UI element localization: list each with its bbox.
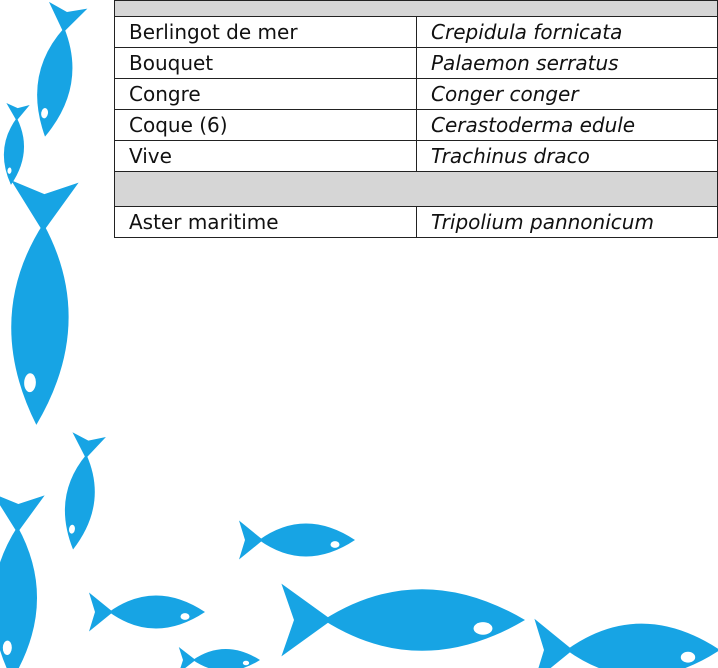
- fish: [239, 520, 355, 560]
- common-name: Coque (6): [114, 109, 417, 141]
- table-row: Congre Conger conger: [114, 78, 718, 110]
- fish: [281, 583, 525, 657]
- common-name: Aster maritime: [114, 206, 417, 238]
- fish: [89, 592, 205, 632]
- common-name: Bouquet: [114, 47, 417, 79]
- scientific-name: Tripolium pannonicum: [416, 206, 718, 238]
- fish: [2, 180, 79, 427]
- table-row: Coque (6) Cerastoderma edule: [114, 109, 718, 141]
- table-row: Berlingot de mer Crepidula fornicata: [114, 16, 718, 48]
- common-name: Vive: [114, 140, 417, 172]
- section-header: [114, 0, 718, 17]
- scientific-name: Cerastoderma edule: [416, 109, 718, 141]
- scientific-name: Crepidula fornicata: [416, 16, 718, 48]
- fish: [534, 618, 718, 668]
- table-row: Bouquet Palaemon serratus: [114, 47, 718, 79]
- table-row: Vive Trachinus draco: [114, 140, 718, 172]
- fish: [0, 102, 30, 186]
- species-table: Berlingot de mer Crepidula fornicata Bouqu…: [114, 0, 718, 238]
- table-row: Aster maritime Tripolium pannonicum: [114, 206, 718, 238]
- fish: [25, 1, 88, 141]
- fish: [0, 493, 45, 668]
- section-header: [114, 171, 718, 207]
- common-name: Congre: [114, 78, 417, 110]
- scientific-name: Trachinus draco: [416, 140, 718, 172]
- fish: [178, 647, 260, 668]
- scientific-name: Conger conger: [416, 78, 718, 110]
- header-cell: [114, 171, 718, 207]
- fish: [56, 432, 106, 552]
- scientific-name: Palaemon serratus: [416, 47, 718, 79]
- common-name: Berlingot de mer: [114, 16, 417, 48]
